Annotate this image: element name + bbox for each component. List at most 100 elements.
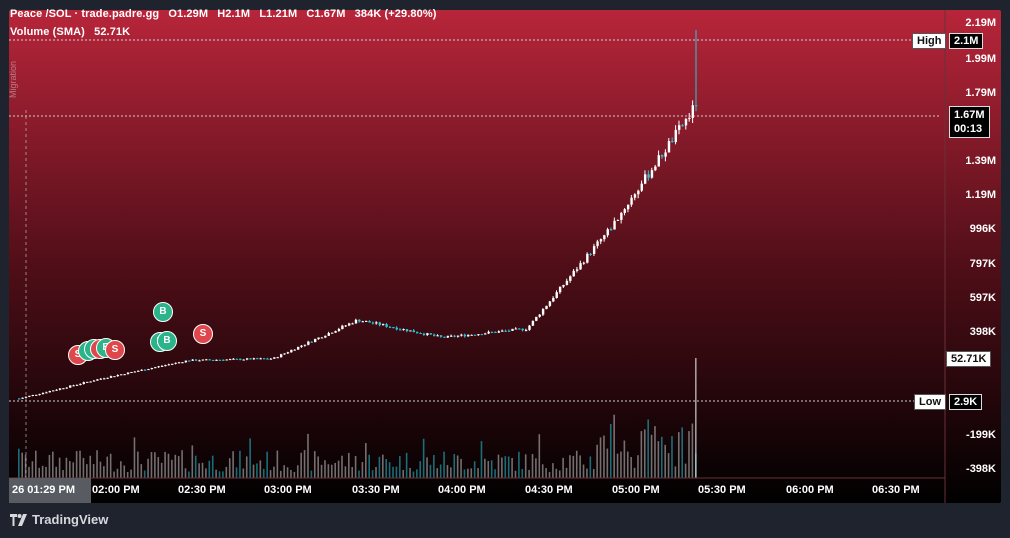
candle-body <box>55 389 58 391</box>
price-chart[interactable] <box>9 10 1001 503</box>
candle-body <box>640 183 643 191</box>
candle-body <box>344 325 347 327</box>
candle-body <box>490 331 494 333</box>
volume-bar <box>259 460 262 478</box>
volume-bar <box>86 464 88 478</box>
volume-bar <box>109 453 112 478</box>
volume-bar <box>620 451 622 478</box>
volume-bar <box>518 451 520 478</box>
tradingview-brand[interactable]: TradingView <box>10 512 108 527</box>
candle-body <box>177 362 181 364</box>
volume-bar <box>667 453 670 478</box>
candle-body <box>664 152 667 157</box>
candle-body <box>126 372 130 375</box>
volume-bar <box>239 450 241 478</box>
candle-body <box>388 326 392 328</box>
volume-bar <box>375 466 377 478</box>
open-value: O1.29M <box>168 8 209 20</box>
candle-body <box>477 334 480 336</box>
volume-bar <box>433 455 435 478</box>
volume-bar <box>501 457 503 478</box>
volume-bar <box>467 468 469 478</box>
volume-label[interactable]: Volume (SMA) <box>10 26 85 38</box>
volume-bar <box>123 465 126 478</box>
price-tick: 996K <box>969 223 996 235</box>
volume-bar <box>480 441 483 478</box>
volume-bar <box>245 456 248 478</box>
volume-bar <box>623 440 626 478</box>
price-tick: 1.99M <box>965 53 996 65</box>
volume-bar <box>477 468 479 478</box>
candle-body <box>313 339 317 343</box>
volume-bar <box>157 457 160 478</box>
buy-marker[interactable]: B <box>157 331 177 351</box>
candle-body <box>120 374 123 376</box>
current-price-tag: 1.67M 00:13 <box>949 106 990 138</box>
volume-bar <box>548 471 551 478</box>
candle-body <box>320 337 324 339</box>
candle-body <box>392 327 395 329</box>
sell-marker[interactable]: S <box>193 324 213 344</box>
candle-body <box>188 360 191 362</box>
change-value: 384K (+29.80%) <box>354 8 437 20</box>
volume-bar <box>528 469 530 478</box>
time-tick: 03:30 PM <box>352 484 400 496</box>
candle-body <box>409 330 412 332</box>
candle-body <box>235 358 239 360</box>
volume-bar <box>269 470 272 478</box>
volume-bar <box>330 464 333 478</box>
buy-marker[interactable]: B <box>153 302 173 322</box>
volume-bar <box>262 468 265 478</box>
volume-bar <box>232 451 234 478</box>
candle-body <box>688 117 691 119</box>
candle-body <box>460 334 463 336</box>
brand-label: TradingView <box>32 512 109 527</box>
time-tick: 04:30 PM <box>525 484 573 496</box>
candle-body <box>249 358 252 360</box>
candle-body <box>660 155 664 157</box>
volume-bar <box>395 466 398 478</box>
candle-body <box>256 358 259 360</box>
candle-body <box>548 301 552 306</box>
candle-body <box>365 320 368 322</box>
volume-bar <box>171 459 173 478</box>
volume-bar <box>439 464 442 478</box>
pair-label[interactable]: Peace /SOL · trade.padre.gg <box>10 8 160 20</box>
volume-bar <box>412 471 415 478</box>
candle-body <box>18 398 21 400</box>
candle-body <box>422 333 426 335</box>
volume-bar <box>249 438 251 478</box>
volume-bar <box>640 431 643 478</box>
candle-body <box>467 334 470 337</box>
volume-bar <box>473 461 476 478</box>
price-tick: 398K <box>969 326 996 338</box>
candle-body <box>184 360 188 363</box>
candle-body <box>504 330 507 332</box>
volume-bar <box>589 456 592 478</box>
chart-area[interactable] <box>9 10 1001 503</box>
tradingview-logo-icon <box>10 513 27 526</box>
candle-body <box>368 320 371 323</box>
volume-bar <box>337 460 340 478</box>
volume-bar <box>188 471 190 478</box>
volume-bar <box>290 469 292 478</box>
candle-body <box>239 358 242 360</box>
candle-body <box>45 392 48 394</box>
price-tick: -199K <box>966 429 996 441</box>
candle-body <box>276 357 279 359</box>
volume-bar <box>399 456 401 478</box>
volume-bar <box>62 470 64 478</box>
volume-bar <box>106 456 109 478</box>
sell-marker[interactable]: S <box>105 340 125 360</box>
candle-body <box>511 328 514 331</box>
candle-body <box>28 395 31 397</box>
candle-body <box>596 241 599 247</box>
candle-body <box>41 392 45 395</box>
candle-body <box>674 129 677 143</box>
volume-bar <box>72 462 75 478</box>
candle-body <box>279 354 283 358</box>
candle-body <box>480 334 484 336</box>
candle-body <box>684 118 688 126</box>
candle-body <box>167 364 171 366</box>
volume-bar <box>303 450 306 478</box>
